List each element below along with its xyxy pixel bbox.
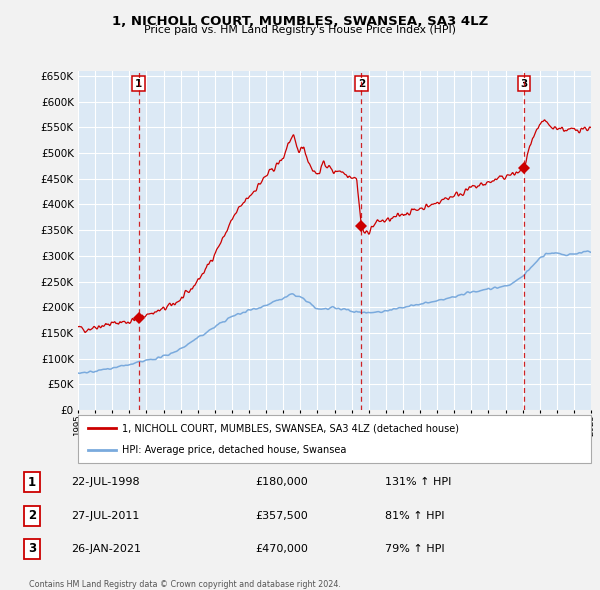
- Text: 22-JUL-1998: 22-JUL-1998: [71, 477, 140, 487]
- Text: Contains HM Land Registry data © Crown copyright and database right 2024.
This d: Contains HM Land Registry data © Crown c…: [29, 581, 341, 590]
- Text: 81% ↑ HPI: 81% ↑ HPI: [385, 511, 444, 521]
- Text: 27-JUL-2011: 27-JUL-2011: [71, 511, 140, 521]
- Text: 2: 2: [28, 510, 36, 523]
- Text: 1: 1: [28, 476, 36, 489]
- Text: 26-JAN-2021: 26-JAN-2021: [71, 544, 142, 554]
- Text: 3: 3: [520, 78, 527, 88]
- Text: £470,000: £470,000: [255, 544, 308, 554]
- Text: HPI: Average price, detached house, Swansea: HPI: Average price, detached house, Swan…: [122, 445, 346, 455]
- Text: 79% ↑ HPI: 79% ↑ HPI: [385, 544, 444, 554]
- Text: 2: 2: [358, 78, 365, 88]
- Text: £180,000: £180,000: [255, 477, 308, 487]
- Text: 3: 3: [28, 542, 36, 555]
- Text: 1, NICHOLL COURT, MUMBLES, SWANSEA, SA3 4LZ (detached house): 1, NICHOLL COURT, MUMBLES, SWANSEA, SA3 …: [122, 423, 458, 433]
- Text: 1: 1: [135, 78, 142, 88]
- FancyBboxPatch shape: [78, 415, 591, 463]
- Text: Price paid vs. HM Land Registry's House Price Index (HPI): Price paid vs. HM Land Registry's House …: [144, 25, 456, 35]
- Text: 131% ↑ HPI: 131% ↑ HPI: [385, 477, 451, 487]
- Text: 1, NICHOLL COURT, MUMBLES, SWANSEA, SA3 4LZ: 1, NICHOLL COURT, MUMBLES, SWANSEA, SA3 …: [112, 15, 488, 28]
- Text: £357,500: £357,500: [255, 511, 308, 521]
